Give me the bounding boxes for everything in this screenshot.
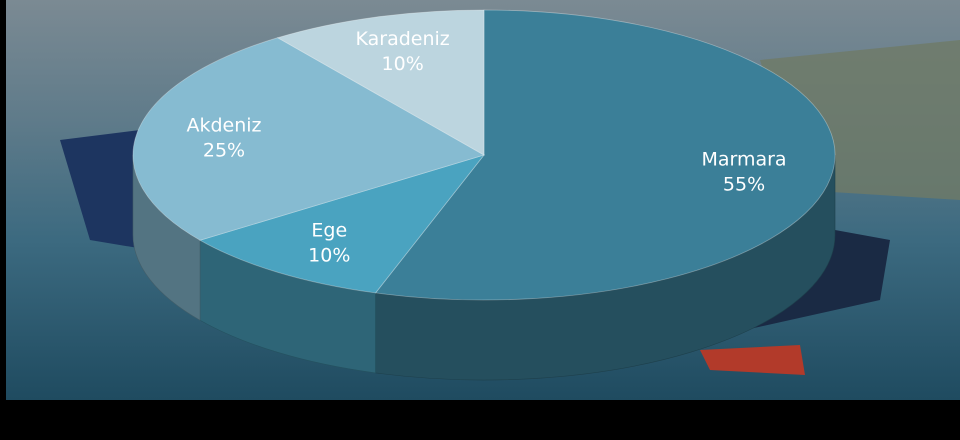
ship-keel	[700, 345, 805, 375]
pie-slice	[199, 154, 486, 294]
slice-name-label: Marmara	[701, 149, 786, 171]
pie-slice	[132, 37, 486, 241]
slice-value-label: 10%	[308, 244, 350, 266]
slice-value-label: 25%	[203, 139, 245, 161]
pie: Marmara 55% Ege 10% Akdeniz 25% Karadeniz 10%	[132, 9, 836, 381]
slice-name-label: Karadeniz	[356, 28, 450, 50]
slice-value-label: 10%	[382, 53, 424, 75]
slice-value-label: 55%	[723, 174, 765, 196]
slice-name-label: Akdeniz	[186, 114, 261, 136]
pie-slice	[276, 9, 485, 156]
pie-slice	[374, 9, 836, 301]
slice-name-label: Ege	[311, 219, 347, 241]
ship-hull-left	[60, 130, 150, 250]
